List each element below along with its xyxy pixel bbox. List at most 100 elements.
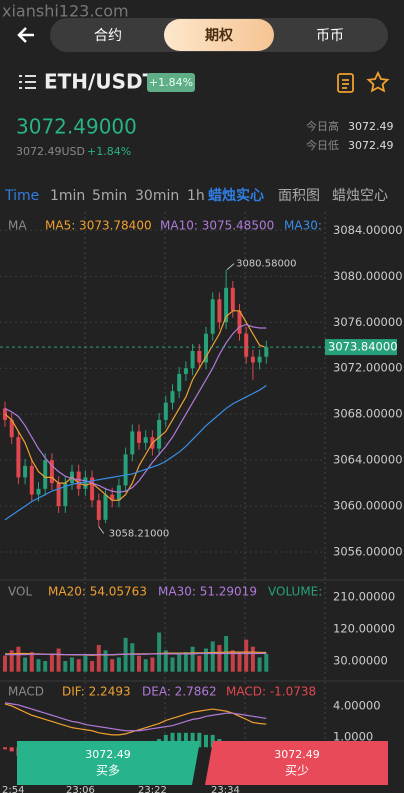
interval-tab[interactable]: 蜡烛实心 xyxy=(208,187,264,204)
volume-bar xyxy=(197,655,202,672)
min-label: 3058.21000 xyxy=(109,529,169,540)
y-tick-label: 3056.00000 xyxy=(333,545,403,559)
plot: Time 1min 5min 30min 1h 蜡烛实心 面积图 蜡烛空心 MA MA5: 307… xyxy=(0,187,403,793)
stat-value: 3072.49 xyxy=(348,139,394,152)
candle-body xyxy=(190,350,195,369)
candle-body xyxy=(83,477,88,489)
volume-bar xyxy=(137,655,141,672)
button-label: 买少 xyxy=(285,764,309,778)
interval-tab[interactable]: 5min xyxy=(92,188,127,204)
tab[interactable]: 币币 xyxy=(316,28,344,44)
clipboard-icon[interactable] xyxy=(337,73,354,93)
pair: ETH/USDT xyxy=(44,70,157,94)
volume-ma-line xyxy=(5,652,267,656)
buttons: 3072.49 买多 3072.49 买少 xyxy=(17,741,388,785)
buy-short-button[interactable] xyxy=(205,741,388,785)
candle-body xyxy=(177,373,182,392)
price: 3072.49000 xyxy=(16,115,137,139)
watermark: xianshi123.com xyxy=(2,2,129,21)
volume-bar xyxy=(116,657,121,672)
candle-body xyxy=(250,356,255,363)
stat-value: 3072.49 xyxy=(348,120,394,133)
volume-bar xyxy=(29,652,34,672)
candle-body xyxy=(204,333,208,363)
volume-bar xyxy=(103,650,108,672)
candle-body xyxy=(143,437,148,443)
tab[interactable]: 期权 xyxy=(205,27,234,44)
volume-bar xyxy=(36,659,41,672)
price-usd: 3072.49USD xyxy=(16,145,85,158)
ma-line xyxy=(4,310,267,501)
candle-body xyxy=(16,437,21,478)
candle-body xyxy=(217,299,222,323)
candle-body xyxy=(183,368,188,374)
legend-item: MA xyxy=(8,219,27,233)
y-tick-label: 3060.00000 xyxy=(333,499,403,513)
macd-bar xyxy=(9,747,14,752)
x-tick-label: 23:06 xyxy=(66,785,95,793)
interval-tab[interactable]: 1min xyxy=(50,188,85,204)
interval-tab[interactable]: 蜡烛空心 xyxy=(332,188,388,204)
tab[interactable]: 合约 xyxy=(94,28,122,44)
interval-tab[interactable]: 1h xyxy=(187,188,205,204)
button-label: 买多 xyxy=(96,764,120,778)
interval-tab[interactable]: 面积图 xyxy=(278,188,320,204)
volume-bar xyxy=(244,639,249,672)
candle-body xyxy=(9,419,14,438)
menu-icon[interactable] xyxy=(19,75,36,89)
legend-item: MACD: -1.0738 xyxy=(226,685,316,699)
candle-body xyxy=(170,391,175,403)
legend-item: MA30: 51.29019 xyxy=(158,585,257,599)
candle-body xyxy=(224,287,229,323)
volume-bar xyxy=(170,657,175,672)
candle-body xyxy=(3,408,7,420)
macd-bar xyxy=(204,734,208,748)
x-tick-label: 2:54 xyxy=(2,785,24,793)
candle-body xyxy=(123,454,128,486)
back-arrow[interactable] xyxy=(17,27,34,43)
volume-bar xyxy=(83,655,88,672)
volume-bar xyxy=(130,643,135,672)
interval-tab[interactable]: 30min xyxy=(135,188,179,204)
last-price-label: 3073.84000 xyxy=(328,340,398,354)
candle-body xyxy=(257,356,262,363)
volume-bar xyxy=(250,646,255,672)
button-price: 3072.49 xyxy=(85,748,131,761)
volume-bar xyxy=(204,648,208,672)
candle-body xyxy=(90,477,95,501)
candle-body xyxy=(137,431,141,443)
y-tick-label: 210.00000 xyxy=(333,589,395,603)
candle-body xyxy=(210,299,215,334)
y-tick-label: 3080.00000 xyxy=(333,269,403,283)
candle-body xyxy=(96,500,101,520)
legend-item: MA20: 54.05763 xyxy=(48,585,147,599)
candle-body xyxy=(23,465,28,478)
interval-tab[interactable]: Time xyxy=(4,188,39,204)
macd-line xyxy=(4,702,267,732)
buy-long-button[interactable] xyxy=(17,741,200,785)
star-icon[interactable] xyxy=(366,70,390,93)
change: +1.84% xyxy=(87,145,131,158)
volume-bar xyxy=(190,646,195,672)
x-tick-label: 23:22 xyxy=(138,785,167,793)
volume-bar xyxy=(63,661,68,672)
legend-item: MA30: xyxy=(284,219,322,233)
volume-bar xyxy=(110,659,115,672)
y-tick-label: 3064.00000 xyxy=(333,453,403,467)
last-price-box xyxy=(325,339,397,356)
badge-bg xyxy=(147,73,195,92)
volume-bar xyxy=(217,644,222,672)
candle-body xyxy=(197,350,202,363)
volume-bar xyxy=(210,641,215,672)
y-tick-label: 3068.00000 xyxy=(333,407,403,421)
candle-body xyxy=(163,402,168,420)
volume-bar xyxy=(3,655,7,672)
active-tab-bg xyxy=(164,19,274,51)
candle-body xyxy=(237,310,242,334)
candle-body xyxy=(230,287,235,311)
badge: +1.84% xyxy=(149,76,193,89)
legend-item: VOLUME: xyxy=(268,585,322,599)
ma-line xyxy=(4,323,267,493)
